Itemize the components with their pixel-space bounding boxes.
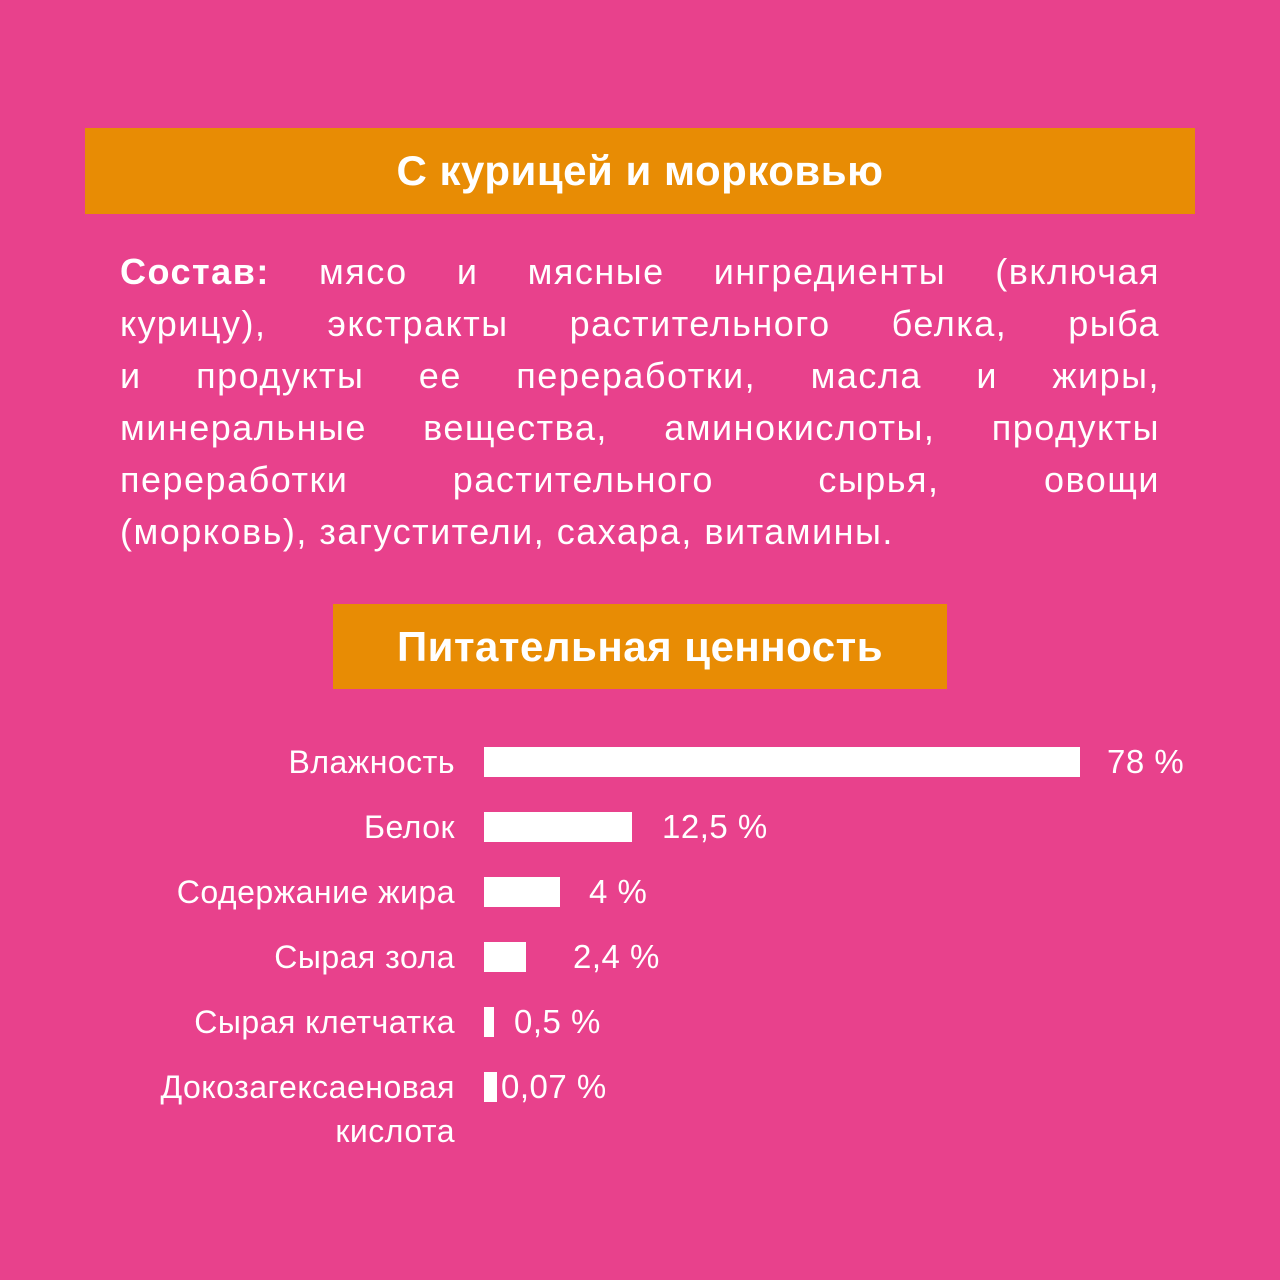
composition-line: курицу), экстракты растительного белка, … — [120, 303, 1160, 344]
bar — [484, 812, 632, 842]
chart-row: Влажность 78 % — [85, 740, 1235, 784]
bar — [484, 1072, 497, 1102]
bar-label: Сырая клетчатка — [194, 1004, 455, 1040]
bar-value: 0,5 % — [514, 1003, 601, 1040]
bar-value: 0,07 % — [501, 1068, 607, 1105]
chart-row: Сырая клетчатка 0,5 % — [85, 1000, 1235, 1044]
bar — [484, 747, 1080, 777]
nutrition-banner-label: Питательная ценность — [396, 622, 884, 670]
chart-row: Содержание жира 4 % — [85, 870, 1235, 914]
bar-value: 2,4 % — [573, 938, 660, 975]
composition-line: (морковь), загустители, сахара, витамины… — [120, 511, 894, 552]
bar-label: Белок — [363, 809, 455, 845]
product-title-banner: С курицей и морковью — [85, 128, 1195, 214]
bar — [484, 942, 526, 972]
bar-label: Влажность — [288, 744, 455, 780]
bar-value: 78 % — [1107, 743, 1185, 780]
bar-label: Сырая зола — [274, 939, 455, 975]
chart-row: Белок 12,5 % — [85, 805, 1235, 849]
composition-paragraph: Состав: мясо и мясные ингредиенты (включ… — [120, 246, 1160, 558]
nutrition-banner: Питательная ценность — [333, 604, 947, 689]
bar-label: Докозагексаеновая кислота — [160, 1069, 455, 1149]
composition-lead: Состав: — [120, 251, 270, 292]
product-title: С курицей и морковью — [396, 147, 884, 194]
bar-value: 12,5 % — [662, 808, 768, 845]
composition-line: и продукты ее переработки, масла и жиры, — [120, 355, 1160, 396]
chart-row: Докозагексаеновая кислота 0,07 % — [85, 1065, 1235, 1153]
nutrition-chart: Влажность 78 % Белок 12,5 % Содержание жира 4… — [85, 740, 1235, 1174]
bar — [484, 1007, 494, 1037]
bar-value: 4 % — [589, 873, 648, 910]
chart-row: Сырая зола 2,4 % — [85, 935, 1235, 979]
composition-line-text: мясо и мясные ингредиенты (включая — [269, 251, 1160, 292]
composition-line: минеральные вещества, аминокислоты, прод… — [120, 407, 1160, 448]
bar — [484, 877, 560, 907]
composition-line: переработки растительного сырья, овощи — [120, 459, 1160, 500]
bar-label: Содержание жира — [176, 874, 455, 910]
composition-line: Состав: мясо и мясные ингредиенты (включ… — [120, 246, 1160, 298]
